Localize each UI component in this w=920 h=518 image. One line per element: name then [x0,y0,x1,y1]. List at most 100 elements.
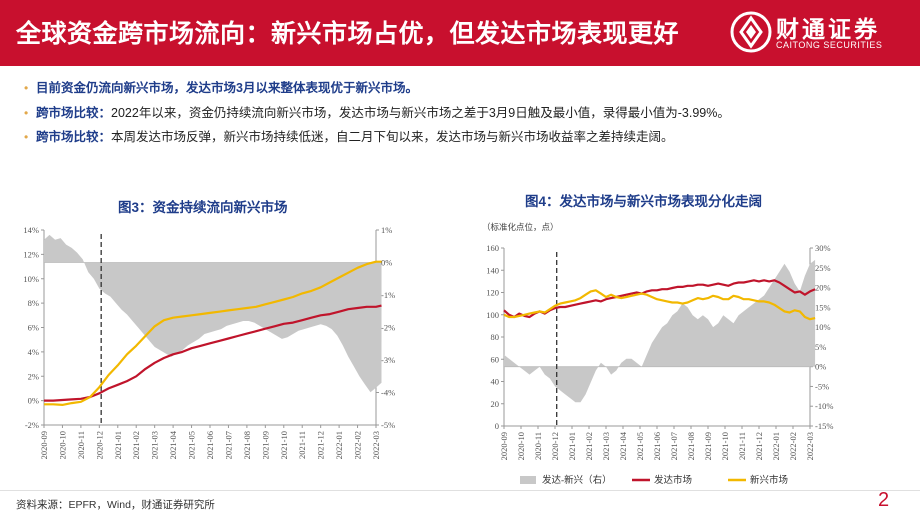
right-tick-label: 1% [381,225,392,235]
x-tick-label: 2022-01 [771,432,781,460]
left-tick-label: 12% [23,249,39,259]
developed-market-line [503,279,816,319]
left-tick-label: 4% [28,347,39,357]
x-tick-label: 2021-05 [187,431,197,459]
left-tick-label: 8% [28,298,39,308]
chart1-fund-flow: -2% 0% 2% 4% 6% 8% 10% 12% 14% -5% -4% -3% -2% -1% 0% 1… [23,225,395,459]
right-tick-label: 30% [815,243,831,253]
right-tick-label: -3% [381,355,395,365]
x-tick-label: 2022-02 [788,432,798,460]
x-tick-label: 2021-07 [669,432,679,460]
brand-logo: 财通证券 CAITONG SECURITIES [728,8,914,58]
legend-swatch [520,476,536,484]
right-tick-label: -1% [381,290,395,300]
legend-label: 发达市场 [654,474,692,486]
y-axis-label: （标准化点位，点） [482,222,559,232]
x-tick-label: 2021-01 [567,432,577,460]
x-tick-label: 2021-12 [316,431,326,459]
left-tick-label: 160 [486,243,499,253]
logo-emblem-icon [730,11,772,53]
x-tick-label: 2021-03 [601,432,611,460]
bullet-dot-icon: • [24,130,29,144]
developed-market-line [44,304,382,402]
left-tick-label: 100 [486,310,499,320]
right-tick-label: 5% [815,342,826,352]
chart2-market-performance: 0 20 40 60 80 100 120 140 160 -15% -10% -5% 0% 5% 10% 1… [482,222,833,486]
left-tick-label: -2% [25,420,39,430]
footer-divider [0,490,920,491]
bullet-text: 2022年以来，资金仍持续流向新兴市场，发达市场与新兴市场之差于3月9日触及最小… [111,105,730,120]
header-bar: 全球资金跨市场流向：新兴市场占优，但发达市场表现更好 财通证券 CAITONG … [0,0,920,66]
right-tick-label: -2% [381,323,395,333]
left-tick-label: 10% [23,274,39,284]
bullet-lead: 跨市场比较： [36,105,112,120]
right-tick-label: -5% [381,420,395,430]
right-tick-label: -10% [815,401,833,411]
x-tick-label: 2022-03 [805,432,815,460]
left-tick-label: 0% [28,396,39,406]
left-tick-label: 6% [28,323,39,333]
left-tick-label: 40 [491,377,500,387]
right-tick-label: -4% [381,388,395,398]
x-tick-label: 2021-10 [279,431,289,459]
emerging-market-line [44,260,382,406]
x-tick-label: 2021-11 [737,432,747,460]
source-note: 资料来源：EPFR，Wind，财通证券研究所 [16,499,215,511]
logo-english: CAITONG SECURITIES [776,40,883,50]
x-tick-label: 2020-12 [550,432,560,460]
page-title: 全球资金跨市场流向：新兴市场占优，但发达市场表现更好 [16,20,680,48]
legend-label: 发达-新兴（右） [542,474,612,486]
left-tick-label: 80 [491,332,500,342]
right-tick-label: 20% [815,283,831,293]
x-tick-label: 2021-09 [703,432,713,460]
x-tick-label: 2020-10 [57,431,67,459]
left-tick-label: 20 [491,399,500,409]
bullet-dot-icon: • [24,81,29,95]
bullet-dot-icon: • [24,105,29,120]
left-tick-label: 0 [495,421,499,431]
right-tick-label: 0% [815,362,826,372]
x-tick-label: 2021-02 [584,432,594,460]
right-tick-label: 10% [815,322,831,332]
bullet-text: 本周发达市场反弹，新兴市场持续低迷，自二月下旬以来，发达市场与新兴市场收益率之差… [111,130,674,144]
x-tick-label: 2022-02 [353,431,363,459]
x-tick-label: 2021-09 [260,431,270,459]
x-tick-label: 2021-05 [635,432,645,460]
bullet-lead: 跨市场比较： [36,130,112,144]
chart2-title: 图4：发达市场与新兴市场表现分化走阔 [525,194,763,209]
right-tick-label: 0% [381,258,392,268]
bullet-item: • 跨市场比较：本周发达市场反弹，新兴市场持续低迷，自二月下旬以来，发达市场与新兴… [24,125,904,150]
bullet-item: • 跨市场比较：2022年以来，资金仍持续流向新兴市场，发达市场与新兴市场之差于3… [24,101,904,126]
x-tick-label: 2021-04 [168,430,178,459]
x-tick-label: 2021-04 [618,431,628,460]
x-tick-label: 2020-11 [76,431,86,459]
bullet-item: • 目前资金仍流向新兴市场，发达市场3月以来整体表现优于新兴市场。 [24,76,904,101]
x-tick-label: 2022-03 [371,431,381,459]
x-tick-label: 2021-07 [223,431,233,459]
x-tick-label: 2021-02 [131,431,141,459]
right-tick-label: 15% [815,302,831,312]
x-tick-label: 2020-12 [94,431,104,459]
left-tick-label: 140 [486,265,499,275]
page-number: 2 [878,489,890,511]
x-tick-label: 2020-09 [39,431,49,459]
x-tick-label: 2021-06 [652,432,662,460]
left-tick-label: 14% [23,225,39,235]
emerging-market-line [503,289,816,321]
x-tick-label: 2021-12 [754,432,764,460]
x-tick-label: 2020-09 [499,432,509,460]
x-tick-label: 2021-10 [720,432,730,460]
left-tick-label: 2% [28,371,39,381]
x-tick-label: 2021-01 [113,431,123,459]
x-tick-label: 2021-11 [297,431,307,459]
right-tick-label: 25% [815,263,831,273]
x-tick-label: 2022-01 [334,431,344,459]
chart1-title: 图3：资金持续流向新兴市场 [118,200,288,215]
logo-name: 财通证券 [776,16,880,42]
x-tick-label: 2021-03 [150,431,160,459]
x-tick-label: 2021-06 [205,431,215,459]
x-tick-label: 2020-11 [533,432,543,460]
left-tick-label: 120 [486,288,499,298]
right-tick-label: -5% [815,381,829,391]
summary-bullets: • 目前资金仍流向新兴市场，发达市场3月以来整体表现优于新兴市场。 • 跨市场比较：… [24,76,904,150]
